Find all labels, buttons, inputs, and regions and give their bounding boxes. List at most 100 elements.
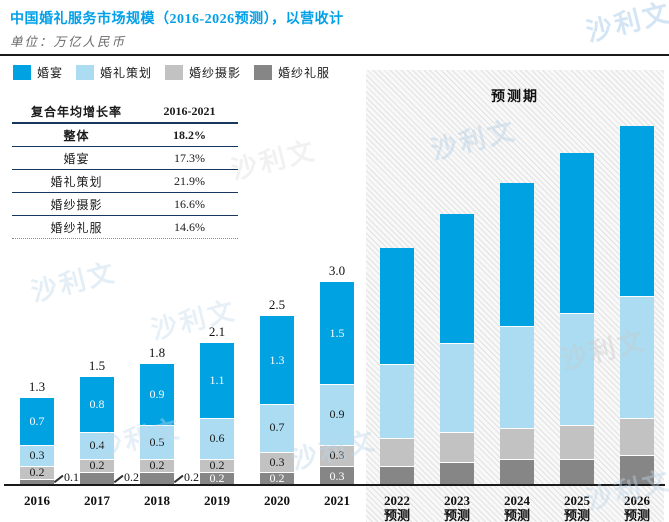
bar-segment-婚纱摄影 [80, 458, 114, 473]
x-axis-label: 2016 [24, 493, 50, 508]
bar-segment-婚礼策划 [440, 343, 474, 432]
segment-value-label: 0.7 [29, 413, 45, 428]
x-axis-label: 2017 [84, 493, 110, 508]
bar-segment-婚宴 [560, 152, 594, 313]
segment-value-label: 0.2 [184, 470, 199, 484]
x-axis-label-forecast-suffix: 预测 [503, 508, 530, 522]
chart-legend: 婚宴 婚礼策划 婚纱摄影 婚纱礼服 [13, 64, 343, 81]
segment-value-label: 0.2 [89, 457, 105, 472]
bar-segment-婚礼策划 [620, 295, 654, 418]
x-axis-label: 2018 [144, 493, 170, 508]
segment-value-label: 0.7 [269, 420, 285, 435]
legend-item: 婚宴 [13, 64, 63, 81]
bar-segment-婚宴 [200, 343, 234, 418]
bar-segment-婚礼策划 [140, 424, 174, 459]
bar-segment-婚纱礼服 [140, 472, 174, 486]
segment-value-label: 0.2 [209, 457, 225, 472]
unit-label: 单位：万亿人民币 [10, 35, 127, 49]
segment-value-label: 0.4 [89, 437, 105, 452]
bar-segment-婚宴 [440, 214, 474, 344]
x-axis-label-forecast-suffix: 预测 [383, 508, 410, 522]
cagr-row-label: 婚宴 [63, 151, 90, 166]
segment-value-label: 0.2 [209, 471, 225, 486]
x-axis-line [4, 484, 665, 486]
bar-segment-婚宴 [620, 125, 654, 296]
x-axis-label: 2023 预测 [427, 493, 487, 522]
bar-segment-婚纱礼服 [500, 458, 534, 486]
legend-item: 婚纱摄影 [165, 64, 241, 81]
cagr-row-value: 21.9% [174, 173, 205, 188]
bar-segment-婚纱摄影 [20, 465, 54, 480]
bar-segment-婚礼策划 [20, 445, 54, 466]
x-axis-label: 2025 预测 [547, 493, 607, 522]
bar-segment-婚纱礼服 [560, 458, 594, 486]
segment-value-label: 0.8 [89, 397, 105, 412]
cagr-table-row: 整体 18.2% [12, 124, 238, 147]
bar-segment-婚纱礼服 [320, 465, 354, 486]
segment-value-label: 0.3 [329, 448, 345, 463]
segment-value-label: 0.5 [149, 434, 165, 449]
x-axis-label: 2026 预测 [607, 493, 667, 522]
bar-total-label: 1.5 [88, 358, 106, 374]
cagr-row-value: 16.6% [174, 196, 205, 211]
bar-segment-婚宴 [260, 316, 294, 405]
legend-item-label: 婚礼策划 [100, 66, 153, 80]
segment-value-label: 1.1 [209, 373, 225, 388]
legend-item: 婚纱礼服 [254, 64, 330, 81]
cagr-row-value: 17.3% [174, 150, 205, 165]
cagr-row-label: 婚纱礼服 [50, 220, 103, 235]
cagr-row-value: 18.2% [173, 127, 206, 142]
cagr-table-row: 婚礼策划 21.9% [12, 170, 238, 193]
segment-value-label: 0.2 [29, 464, 45, 479]
cagr-table-header-period: 2016-2021 [163, 103, 216, 118]
bar-segment-婚礼策划 [320, 384, 354, 446]
bar-segment-婚礼策划 [500, 326, 534, 429]
segment-value-label: 0.6 [209, 431, 225, 445]
bar-segment-婚纱摄影 [440, 431, 474, 463]
bar-segment-婚纱摄影 [500, 428, 534, 459]
cagr-row-value: 14.6% [174, 219, 205, 234]
bar-total-label: 2.1 [208, 324, 226, 340]
bar-segment-婚纱礼服 [80, 472, 114, 486]
cagr-table-row: 婚纱摄影 16.6% [12, 193, 238, 216]
bar-segment-婚礼策划 [80, 431, 114, 459]
bar-segment-婚宴 [80, 377, 114, 432]
bar-total-label: 2.5 [268, 297, 286, 312]
bar-segment-婚宴 [140, 363, 174, 425]
page-title: 中国婚礼服务市场规模（2016-2026预测），以营收计 [10, 12, 344, 27]
segment-value-label: 0.2 [124, 470, 139, 484]
legend-swatch-icon [165, 65, 184, 80]
label-leader-line [173, 474, 184, 483]
bar-segment-婚礼策划 [560, 312, 594, 425]
segment-value-label: 0.9 [149, 386, 165, 401]
legend-item-label: 婚纱礼服 [278, 66, 331, 80]
cagr-row-label: 整体 [63, 128, 90, 143]
legend-swatch-icon [254, 65, 273, 80]
bar-segment-婚纱摄影 [620, 418, 654, 456]
label-leader-line [53, 474, 64, 483]
segment-value-label: 0.2 [149, 457, 165, 472]
x-axis-label-forecast-suffix: 预测 [443, 508, 470, 522]
legend-item: 婚礼策划 [76, 64, 152, 81]
bar-segment-婚宴 [20, 397, 54, 446]
bar-segment-婚纱摄影 [320, 445, 354, 466]
legend-swatch-icon [76, 65, 95, 80]
bar-segment-婚纱礼服 [20, 479, 54, 486]
cagr-table-row: 婚纱礼服 14.6% [12, 216, 238, 239]
bar-segment-婚纱礼服 [260, 472, 294, 486]
legend-item-label: 婚纱摄影 [189, 66, 242, 80]
x-axis-label: 2021 [324, 493, 350, 508]
x-axis-label: 2022 预测 [367, 493, 427, 522]
bar-segment-婚纱摄影 [380, 438, 414, 466]
x-axis-label: 2019 [204, 493, 230, 508]
segment-value-label: 1.5 [329, 326, 345, 340]
bar-segment-婚纱礼服 [620, 455, 654, 486]
x-axis-label-forecast-suffix: 预测 [563, 508, 590, 522]
cagr-row-label: 婚纱摄影 [50, 197, 103, 212]
bar-segment-婚礼策划 [200, 418, 234, 459]
bar-segment-婚纱摄影 [200, 458, 234, 473]
cagr-table-header-row: 复合年均增长率 2016-2021 [12, 100, 238, 124]
legend-swatch-icon [13, 65, 31, 80]
cagr-row-label: 婚礼策划 [50, 174, 103, 189]
x-axis-label: 2024 预测 [487, 493, 547, 522]
